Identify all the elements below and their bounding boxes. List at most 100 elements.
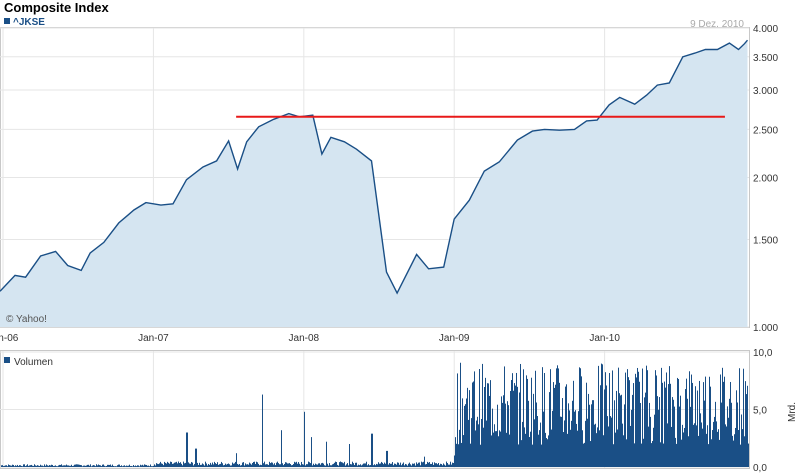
volume-bar: [388, 464, 389, 467]
volume-bar: [468, 419, 469, 467]
volume-bar: [612, 370, 613, 467]
volume-bar: [639, 381, 640, 467]
price-y-tick-label: 2.000: [753, 174, 778, 185]
volume-bar: [721, 402, 722, 467]
volume-bar: [542, 367, 543, 467]
volume-bar: [63, 465, 64, 467]
volume-bar: [423, 461, 424, 467]
volume-bar: [184, 463, 185, 467]
volume-bar: [106, 465, 107, 467]
volume-bar: [263, 463, 264, 467]
volume-bar: [462, 398, 463, 467]
volume-bar: [115, 466, 116, 467]
volume-bar: [736, 390, 737, 467]
volume-y-tick-label: 10,0: [753, 348, 773, 359]
volume-bar: [177, 463, 178, 467]
volume-bar: [137, 465, 138, 467]
volume-bar: [350, 464, 351, 467]
volume-bar: [51, 464, 52, 467]
volume-bar: [47, 465, 48, 467]
volume-bar: [626, 439, 627, 467]
volume-bar: [495, 431, 496, 467]
volume-bar: [39, 465, 40, 467]
volume-bar: [731, 402, 732, 467]
volume-bar: [273, 464, 274, 467]
volume-bar: [564, 420, 565, 467]
volume-bar: [217, 462, 218, 467]
volume-bar: [230, 465, 231, 467]
volume-bar: [669, 366, 670, 467]
volume-bar: [370, 465, 371, 467]
volume-bar: [384, 462, 385, 467]
volume-bar: [358, 464, 359, 467]
volume-bar: [211, 464, 212, 467]
volume-bar: [286, 462, 287, 467]
volume-bar: [172, 463, 173, 467]
volume-bar: [146, 464, 147, 467]
volume-bar: [606, 385, 607, 467]
volume-bar: [250, 463, 251, 467]
volume-bar: [725, 424, 726, 467]
volume-bar: [577, 430, 578, 467]
volume-bar: [67, 465, 68, 467]
volume-bar: [36, 465, 37, 467]
volume-bar: [202, 463, 203, 467]
volume-bar: [458, 444, 459, 467]
volume-bar: [105, 466, 106, 467]
volume-bar: [283, 465, 284, 467]
volume-bar: [527, 378, 528, 467]
volume-bar: [727, 406, 728, 467]
volume-bar: [76, 464, 77, 467]
volume-bar: [41, 465, 42, 467]
volume-bar: [502, 402, 503, 467]
volume-bar: [573, 380, 574, 467]
volume-bar: [291, 465, 292, 467]
volume-bar: [555, 384, 556, 467]
volume-bar: [253, 461, 254, 467]
volume-bar: [73, 465, 74, 467]
volume-bar: [339, 462, 340, 467]
volume-bar: [732, 435, 733, 467]
volume-bar: [345, 465, 346, 467]
volume-bar: [430, 463, 431, 467]
volume-bar: [410, 464, 411, 467]
volume-bar: [314, 464, 315, 467]
volume-bar: [646, 365, 647, 467]
volume-bar: [456, 443, 457, 467]
volume-bar: [583, 443, 584, 467]
volume-bar: [656, 375, 657, 467]
volume-bar: [596, 433, 597, 467]
volume-bar: [672, 397, 673, 467]
volume-bar: [54, 465, 55, 467]
volume-bar: [114, 466, 115, 467]
volume-bar: [566, 384, 567, 467]
volume-bar: [393, 465, 394, 467]
volume-bar: [261, 465, 262, 467]
volume-bar: [563, 432, 564, 467]
volume-bar: [326, 441, 327, 467]
volume-bar: [342, 462, 343, 467]
volume-bar: [353, 463, 354, 467]
volume-bar: [511, 380, 512, 467]
volume-bar: [366, 461, 367, 467]
volume-bar: [133, 465, 134, 467]
volume-bar: [360, 464, 361, 467]
volume-bar: [518, 444, 519, 467]
volume-bar: [603, 435, 604, 467]
volume-bar: [473, 381, 474, 467]
volume-bar: [536, 402, 537, 467]
volume-bar: [436, 463, 437, 467]
volume-bar: [99, 465, 100, 467]
volume-bar: [225, 463, 226, 467]
volume-bar: [390, 463, 391, 467]
volume-bar: [681, 439, 682, 467]
volume-bar: [15, 465, 16, 467]
volume-bar: [118, 464, 119, 467]
volume-bar: [77, 464, 78, 467]
volume-bar: [584, 442, 585, 467]
volume-bar: [534, 419, 535, 467]
volume-bar: [80, 464, 81, 467]
volume-bar: [23, 464, 24, 467]
volume-bar: [496, 431, 497, 467]
volume-bar: [405, 463, 406, 467]
